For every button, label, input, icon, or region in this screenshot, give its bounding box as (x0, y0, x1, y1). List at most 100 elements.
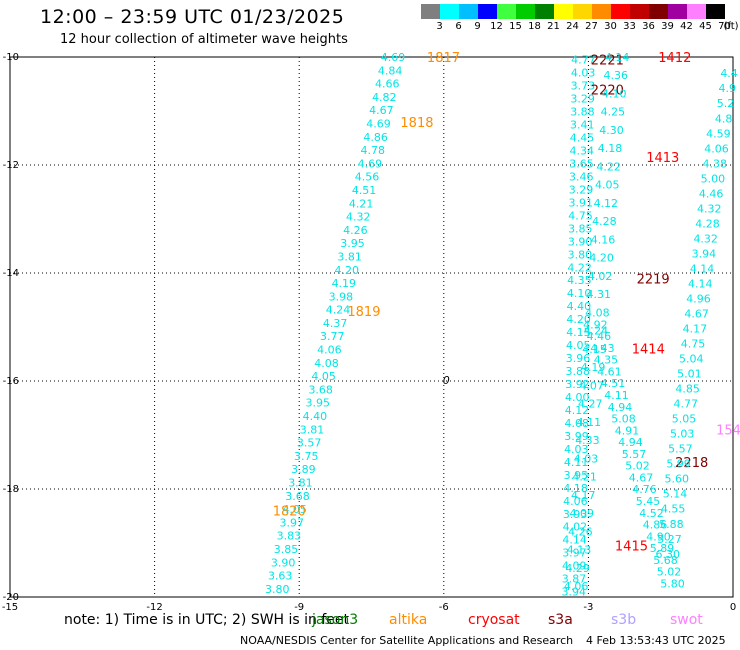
wave-height-label: 4.13 (567, 544, 592, 557)
wave-height-label: 4.19 (581, 361, 606, 374)
wave-height-label: 4.20 (566, 313, 591, 326)
color-scale-swatch (554, 4, 573, 19)
wave-height-label: 4.61 (597, 365, 622, 378)
color-scale-label: 33 (623, 21, 636, 32)
wave-height-label: 4.67 (684, 308, 709, 321)
wave-height-label: 4.24 (584, 325, 609, 338)
wave-height-label: 3.80 (568, 248, 593, 261)
wave-height-label: 4.67 (629, 471, 654, 484)
wave-height-label: 3.91 (569, 196, 594, 209)
satellite-legend-item: altika (389, 612, 428, 628)
color-scale-label: 18 (528, 21, 541, 32)
wave-height-label: 5.80 (660, 578, 685, 591)
wave-height-label: 3.93 (563, 508, 588, 521)
wave-height-label: 6.30 (655, 548, 680, 561)
orbit-number-label: 154 (716, 424, 740, 439)
wave-height-label: 4.03 (564, 443, 589, 456)
wave-height-label: 4.29 (565, 562, 590, 575)
wave-height-label: 4.17 (571, 489, 596, 502)
wave-height-label: 4.27 (578, 398, 603, 411)
orbit-number-label: 1412 (658, 51, 691, 66)
map-title: 12:00 – 23:59 UTC 01/23/2025 (40, 6, 345, 28)
lat-tick-label: -18 (3, 484, 19, 495)
color-scale-label: 12 (490, 21, 503, 32)
wave-height-label: 3.75 (294, 450, 319, 463)
wave-height-label: 4.03 (574, 452, 599, 465)
wave-height-label: 4.8 (715, 112, 733, 125)
satellite-legend-item: jason3 (312, 612, 359, 628)
color-scale-label: 30 (604, 21, 617, 32)
color-scale-swatch (592, 4, 611, 19)
map-contour-label: 0 (443, 374, 450, 387)
wave-height-label: 4.05 (566, 339, 591, 352)
orbit-number-label: 1819 (347, 305, 380, 320)
wave-height-label: 4.69 (358, 157, 383, 170)
wave-height-label: 4.12 (594, 197, 619, 210)
lon-tick-label: -15 (2, 602, 18, 613)
lat-tick-label: -20 (3, 592, 19, 603)
wave-height-label: 4.40 (567, 300, 592, 313)
wave-height-label: 3.95 (340, 237, 365, 250)
color-scale-swatch (497, 4, 516, 19)
wave-height-label: 4.28 (695, 217, 720, 230)
color-scale-swatch (687, 4, 706, 19)
wave-height-label: 4.90 (646, 530, 671, 543)
color-scale-swatch (478, 4, 497, 19)
wave-height-label: 5.57 (668, 443, 693, 456)
wave-height-label: 5.60 (665, 473, 690, 486)
wave-height-label: 4.85 (675, 383, 700, 396)
credit-text: NOAA/NESDIS Center for Satellite Applica… (240, 634, 574, 647)
wave-height-label: 3.68 (285, 490, 310, 503)
wave-height-label: 4.66 (375, 78, 400, 91)
color-scale-label: 21 (547, 21, 560, 32)
wave-height-label: 4.14 (690, 262, 715, 275)
orbit-number-label: 2218 (675, 456, 708, 471)
wave-height-label: 4.51 (352, 184, 377, 197)
wave-height-label: 3.99 (564, 430, 589, 443)
wave-height-label: 3.90 (568, 235, 593, 248)
orbit-number-label: 2219 (637, 272, 670, 287)
lat-tick-label: -16 (3, 376, 19, 387)
color-scale-label: 15 (509, 21, 522, 32)
wave-height-label: 3.92 (565, 378, 590, 391)
wave-height-label: 5.68 (653, 554, 678, 567)
wave-height-label: 5.02 (657, 566, 682, 579)
wave-height-label: 5.02 (625, 460, 650, 473)
wave-height-label: 4.76 (632, 483, 657, 496)
wave-height-label: 4.22 (596, 160, 621, 173)
wave-height-label: 3.85 (568, 222, 593, 235)
wave-height-label: 4.06 (563, 495, 588, 508)
wave-height-label: 3.57 (297, 437, 322, 450)
wave-height-label: 4.20 (589, 252, 614, 265)
orbit-number-label: 1820 (273, 505, 306, 520)
wave-height-label: 4.32 (693, 232, 718, 245)
wave-height-label: 3.89 (291, 463, 316, 476)
orbit-number-label: 2221 (591, 54, 624, 69)
wave-height-label: 4.56 (355, 171, 380, 184)
color-scale-swatch (516, 4, 535, 19)
wave-height-label: 4.75 (568, 209, 593, 222)
color-scale-swatch (440, 4, 459, 19)
color-scale-label: 24 (566, 21, 579, 32)
wave-height-label: 3.77 (320, 330, 345, 343)
wave-height-label: 5.08 (611, 413, 636, 426)
wave-height-label: 5.03 (670, 428, 695, 441)
satellite-legend-item: cryosat (468, 612, 520, 628)
satellite-legend-item: s3a (548, 612, 573, 628)
wave-height-label: 4.46 (699, 187, 724, 200)
wave-height-label: 4.9 (719, 82, 737, 95)
wave-height-label: 3.41 (570, 119, 595, 132)
color-scale-unit: (ft) (723, 21, 739, 32)
wave-height-label: 5.01 (677, 368, 702, 381)
wave-height-label: 4.91 (615, 424, 640, 437)
wave-height-label: 4.03 (571, 67, 596, 80)
color-scale-label: 9 (474, 21, 481, 32)
wave-height-label: 3.63 (268, 570, 293, 583)
wave-height-label: 4.05 (595, 179, 620, 192)
wave-height-label: 4.02 (588, 270, 613, 283)
wave-height-label: 4.02 (563, 521, 588, 534)
wave-height-label: 4.31 (587, 288, 612, 301)
map-subtitle: 12 hour collection of altimeter wave hei… (60, 32, 348, 47)
wave-height-label: 3.98 (329, 290, 354, 303)
lon-tick-label: 0 (730, 602, 736, 613)
